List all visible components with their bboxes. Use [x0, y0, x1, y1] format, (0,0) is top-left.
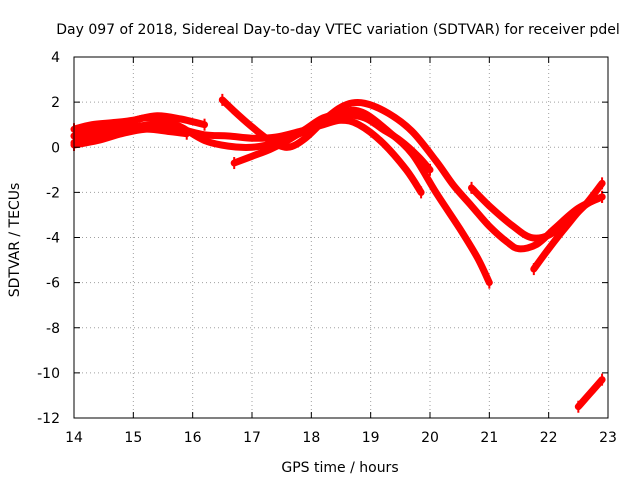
series-line-arc-1 [70, 116, 425, 196]
y-tick-label: -6 [46, 276, 60, 292]
x-axis-label: GPS time / hours [281, 460, 398, 476]
data-series [70, 93, 606, 413]
y-axis-label: SDTVAR / TECUs [7, 183, 23, 298]
y-tick-label: -4 [46, 231, 60, 247]
x-tick-label: 23 [599, 430, 617, 446]
series-line-arc-4 [70, 125, 191, 149]
x-tick-label: 22 [540, 430, 558, 446]
series-line-arc-8 [530, 193, 606, 273]
y-tick-label: 0 [51, 140, 60, 156]
x-tick-label: 17 [243, 430, 261, 446]
y-tick-label: -2 [46, 185, 60, 201]
y-tick-label: 2 [51, 95, 60, 111]
chart-title: Day 097 of 2018, Sidereal Day-to-day VTE… [56, 22, 620, 38]
x-tick-label: 14 [65, 430, 83, 446]
grid-lines [74, 57, 608, 418]
series-line-arc-6 [230, 111, 434, 174]
y-tick-label: 4 [51, 50, 60, 66]
y-tick-label: -8 [46, 321, 60, 337]
x-tick-label: 18 [302, 430, 320, 446]
x-tick-label: 21 [480, 430, 498, 446]
series-line-arc-9 [574, 376, 606, 411]
x-tick-label: 19 [362, 430, 380, 446]
x-tick-label: 16 [184, 430, 202, 446]
x-tick-label: 20 [421, 430, 439, 446]
y-tick-label: -12 [37, 411, 60, 427]
y-tick-label: -10 [37, 366, 60, 382]
x-tick-label: 15 [124, 430, 142, 446]
